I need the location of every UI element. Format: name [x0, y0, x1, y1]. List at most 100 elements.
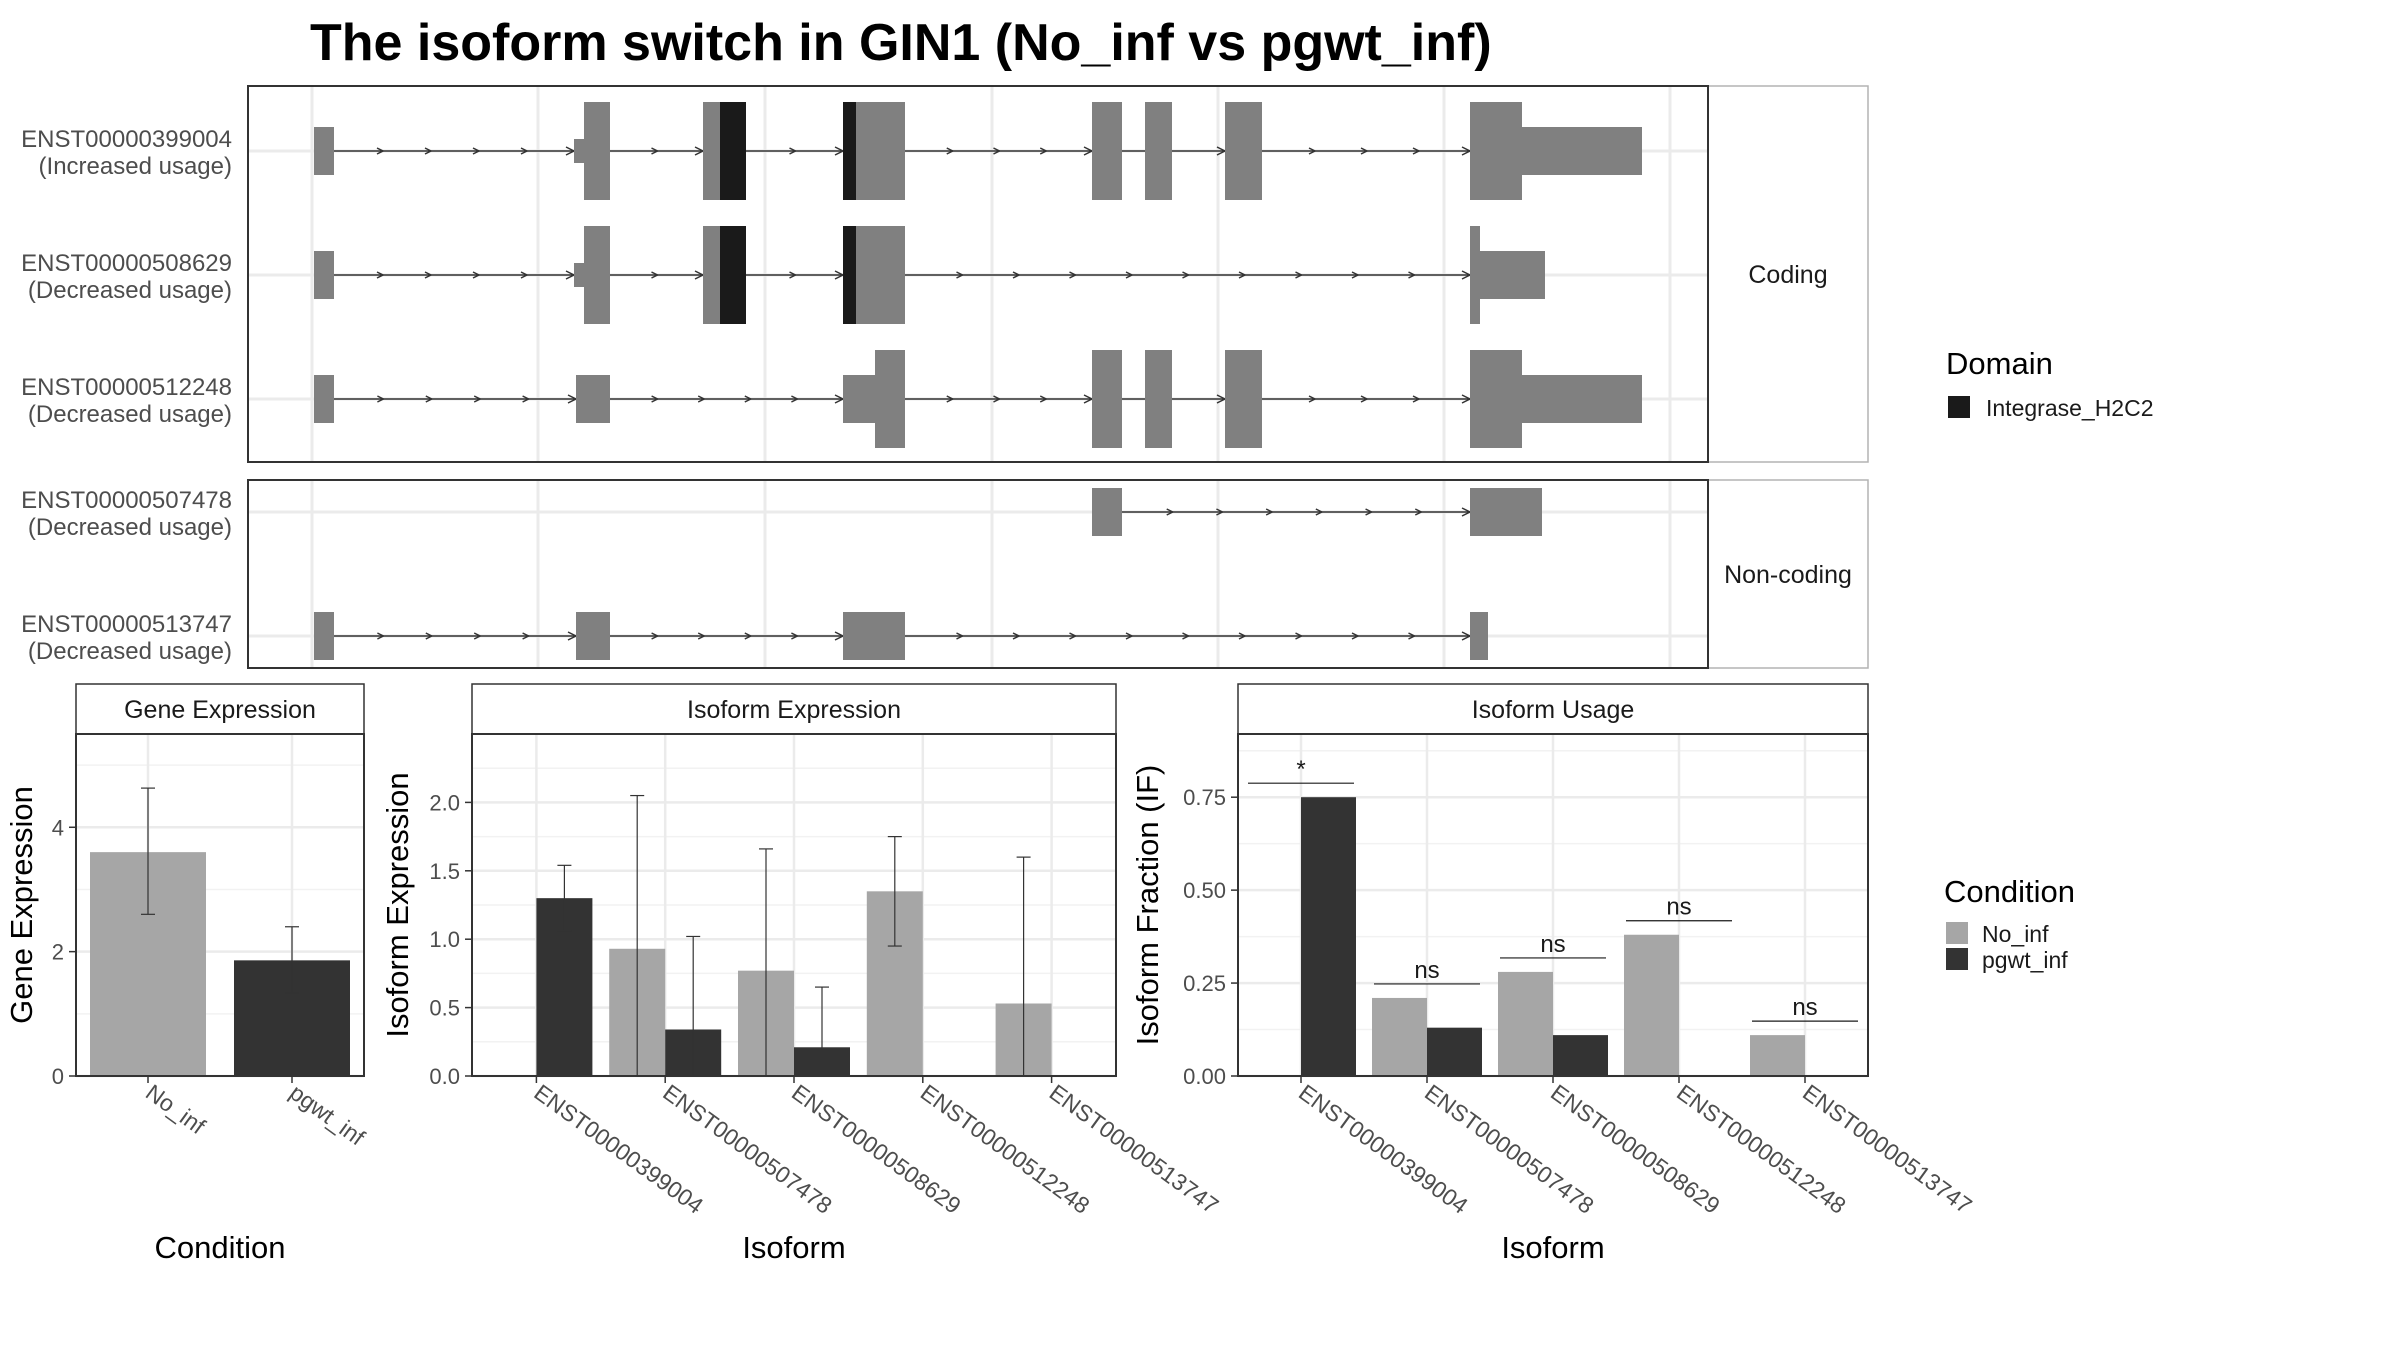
panel-strip-title: Isoform Usage: [1472, 696, 1635, 724]
y-tick-label: 0.00: [1183, 1064, 1226, 1089]
intron-arrow: [956, 632, 965, 640]
isoform-usage-label: (Decreased usage): [28, 401, 232, 428]
intron-arrow: [1315, 508, 1324, 516]
figure-title: The isoform switch in GIN1 (No_inf vs pg…: [310, 14, 1492, 72]
isoform-id-label: ENST00000399004: [21, 126, 232, 153]
exon: [576, 612, 610, 660]
domain-legend-label: Integrase_H2C2: [1986, 395, 2154, 421]
isoform-structure-plot: Coding ENST00000399004(Increased usage) EN…: [21, 85, 1869, 669]
intron-arrow: [651, 271, 660, 279]
structure-panel-border: [247, 85, 1709, 463]
intron-arrow: [1360, 147, 1369, 155]
y-tick-label: 2.0: [429, 790, 460, 815]
intron-arrow: [993, 147, 1002, 155]
intron-arrow: [651, 632, 660, 640]
y-tick-label: 0: [52, 1064, 64, 1089]
exon: [703, 226, 720, 324]
intron-arrow: [1295, 632, 1304, 640]
intron-arrow: [744, 632, 753, 640]
intron-arrow: [424, 147, 433, 155]
domain-legend: Domain Integrase_H2C2: [1946, 346, 2154, 421]
y-tick-label: 0.75: [1183, 785, 1226, 810]
y-tick-label: 1.5: [429, 859, 460, 884]
significance-label: ns: [1414, 957, 1439, 984]
intron-arrow: [425, 632, 434, 640]
intron-arrow: [1039, 395, 1048, 403]
intron-arrow: [1125, 271, 1134, 279]
panel-strip-title: Gene Expression: [124, 696, 316, 724]
exon: [1470, 612, 1488, 660]
x-axis-title: Isoform: [742, 1230, 845, 1265]
intron-arrow: [744, 395, 753, 403]
condition-legend-label: No_inf: [1982, 921, 2049, 947]
intron-arrow: [1351, 271, 1360, 279]
exon: [1480, 251, 1545, 299]
panel-strip: [75, 683, 365, 735]
intron-arrow: [1182, 271, 1191, 279]
domain-integrase-h2c2: [843, 102, 856, 200]
isoform-usage-label: (Decreased usage): [28, 638, 232, 665]
intron-arrow: [377, 395, 386, 403]
intron-arrow: [1365, 508, 1374, 516]
intron-arrow: [946, 395, 955, 403]
intron-arrow: [376, 271, 385, 279]
intron-arrow: [956, 271, 965, 279]
exon: [843, 375, 875, 423]
isoform-usage-label: (Decreased usage): [28, 514, 232, 541]
bar-No_inf: [1498, 971, 1553, 1076]
isoform-expression-panel: 0.00.51.01.52.0ENST00000399004ENST000005…: [380, 683, 1223, 1265]
bar-No_inf: [1750, 1035, 1805, 1076]
intron-arrow: [1216, 508, 1225, 516]
gene-expression-panel: 0 2 4 No_inf pgwt_inf Gene Expression Conditio…: [4, 683, 370, 1265]
intron-arrow: [1012, 632, 1021, 640]
intron-arrow: [789, 147, 798, 155]
y-tick-label: 0.50: [1183, 878, 1226, 903]
isoform-usage-label: (Increased usage): [39, 153, 232, 180]
y-tick-label: 0.0: [429, 1064, 460, 1089]
exon: [1145, 102, 1172, 200]
intron-arrow: [522, 632, 531, 640]
intron-arrow: [377, 632, 386, 640]
exon: [584, 226, 610, 324]
domain-legend-key: [1948, 396, 1970, 418]
facet-strip-label: Coding: [1748, 261, 1827, 289]
intron-arrow: [473, 395, 482, 403]
y-axis-title: Gene Expression: [4, 786, 39, 1024]
facet-strip-label: Non-coding: [1724, 561, 1852, 589]
isoform-id-label: ENST00000507478: [21, 487, 232, 514]
intron-arrow: [1238, 271, 1247, 279]
panel-strip-title: Isoform Expression: [687, 696, 901, 724]
exon: [1092, 350, 1122, 448]
panel-border: [1237, 733, 1869, 1077]
y-tick-label: 1.0: [429, 927, 460, 952]
intron-arrow: [1351, 632, 1360, 640]
intron-arrow: [473, 632, 482, 640]
intron-arrow: [993, 395, 1002, 403]
intron-arrow: [1360, 395, 1369, 403]
exon: [1092, 488, 1122, 536]
intron-arrow: [946, 147, 955, 155]
significance-label: ns: [1792, 994, 1817, 1021]
intron-arrow: [697, 395, 706, 403]
domain-legend-title: Domain: [1946, 346, 2053, 381]
exon: [1470, 488, 1542, 536]
intron-arrow: [1012, 271, 1021, 279]
intron-arrow: [1412, 395, 1421, 403]
intron-arrow: [1238, 632, 1247, 640]
isoform-id-label: ENST00000513747: [21, 611, 232, 638]
intron-arrow: [791, 395, 800, 403]
intron-arrow: [651, 395, 660, 403]
bar-pgwt_inf: [1427, 1027, 1482, 1076]
panel-border: [471, 733, 1117, 1077]
exon: [584, 102, 610, 200]
bar-pgwt_inf: [1553, 1035, 1608, 1076]
facet-strip: [1707, 85, 1869, 463]
domain-integrase-h2c2: [720, 226, 746, 324]
intron-arrow: [472, 271, 481, 279]
intron-arrow: [376, 147, 385, 155]
intron-arrow: [1069, 271, 1078, 279]
bar-pgwt_inf: [1301, 797, 1356, 1076]
intron-arrow: [697, 632, 706, 640]
